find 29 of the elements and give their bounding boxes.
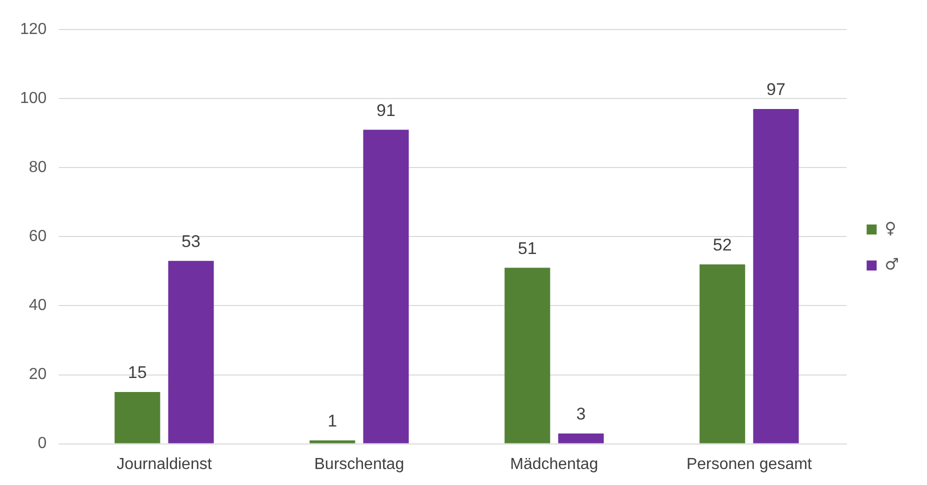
y-tick-label: 120	[20, 21, 47, 38]
data-label: 1	[328, 412, 338, 431]
y-tick-label: 0	[38, 435, 47, 452]
data-label: 51	[518, 238, 537, 258]
x-tick-label: Journaldienst	[116, 456, 212, 473]
bar	[168, 260, 214, 444]
data-label: 15	[128, 363, 147, 382]
data-label: 52	[712, 236, 732, 254]
bar	[310, 440, 356, 444]
legend-label: ♀	[884, 218, 896, 238]
data-label: 3	[576, 404, 586, 424]
y-tick-label: 40	[28, 297, 47, 314]
data-label: 53	[182, 232, 200, 252]
y-tick-label: 100	[20, 90, 47, 108]
y-tick-label: 60	[28, 228, 47, 246]
y-tick-label: 80	[28, 159, 47, 176]
data-label: 97	[766, 80, 786, 100]
bar	[363, 130, 409, 444]
legend-label: ♂	[884, 254, 899, 274]
bar	[700, 264, 746, 444]
x-tick-label: Mädchentag	[510, 456, 598, 473]
x-tick-label: Personen gesamt	[686, 456, 812, 473]
bar	[753, 108, 799, 444]
bar	[504, 268, 550, 444]
y-tick-label: 20	[28, 366, 47, 384]
x-tick-label: Burschentag	[314, 456, 404, 473]
bar	[114, 392, 160, 444]
bar	[558, 433, 604, 444]
data-label: 91	[376, 100, 396, 120]
